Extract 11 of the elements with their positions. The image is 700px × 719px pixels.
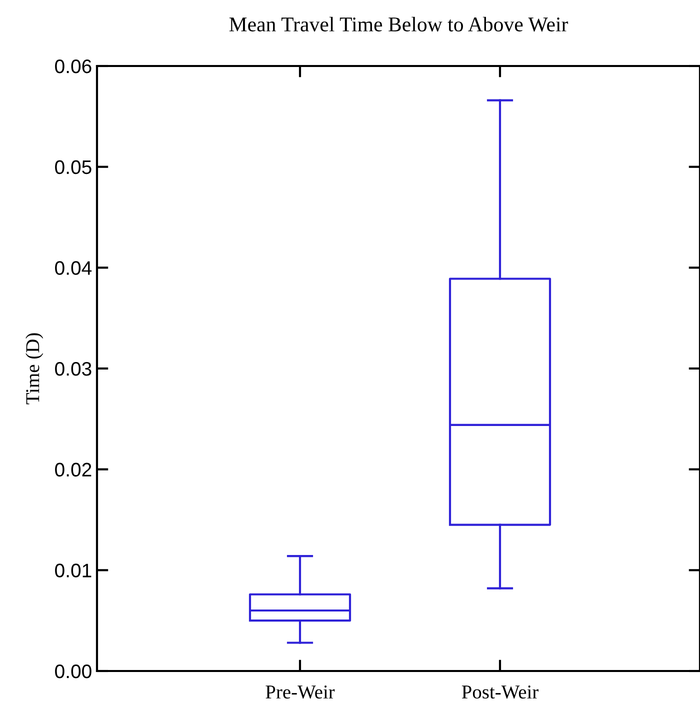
y-tick-label: 0.00 bbox=[55, 664, 92, 678]
chart-title: Mean Travel Time Below to Above Weir bbox=[229, 16, 568, 32]
y-axis-title: Time (D) bbox=[26, 333, 44, 404]
y-tick-label: 0.05 bbox=[55, 160, 92, 174]
x-tick-label: Pre-Weir bbox=[266, 686, 335, 699]
y-tick-label: 0.06 bbox=[55, 59, 92, 74]
y-tick-label: 0.04 bbox=[55, 261, 92, 275]
y-tick-label: 0.03 bbox=[55, 362, 92, 376]
y-tick-label: 0.02 bbox=[55, 462, 92, 477]
y-tick-label: 0.01 bbox=[55, 564, 92, 578]
x-tick-label: Post-Weir bbox=[462, 686, 538, 699]
